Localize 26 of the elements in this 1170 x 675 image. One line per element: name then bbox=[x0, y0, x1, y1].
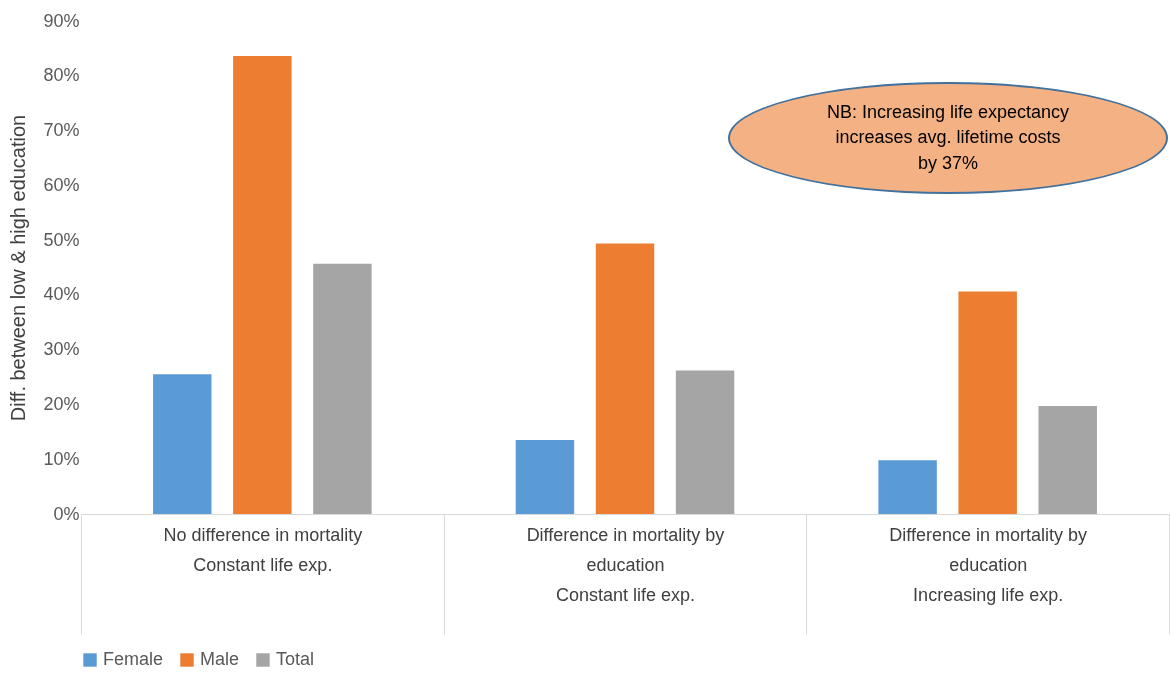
y-tick-label: 50% bbox=[43, 229, 80, 250]
bar bbox=[958, 291, 1017, 514]
y-tick-label: 20% bbox=[43, 393, 80, 414]
y-tick-label: 90% bbox=[43, 10, 80, 31]
legend-label: Female bbox=[103, 649, 164, 669]
bar bbox=[153, 374, 212, 514]
bar bbox=[878, 460, 937, 514]
y-axis-title: Diff. between low & high education bbox=[7, 114, 30, 422]
y-tick-label: 60% bbox=[43, 174, 80, 195]
y-tick-label: 40% bbox=[43, 284, 80, 305]
y-tick-label: 70% bbox=[43, 120, 80, 141]
y-tick-label: 30% bbox=[43, 339, 80, 360]
legend-label: Male bbox=[200, 649, 240, 669]
legend-label: Total bbox=[276, 649, 315, 669]
bar bbox=[595, 243, 655, 514]
x-tick-label: No difference in mortality Constant life exp. bbox=[163, 524, 363, 575]
bar bbox=[515, 440, 575, 514]
x-tick-label: Difference in mortality by education Constant life exp. bbox=[526, 524, 725, 605]
bar bbox=[675, 370, 735, 514]
bar bbox=[1038, 406, 1097, 514]
y-tick-label: 0% bbox=[53, 503, 80, 524]
bar bbox=[233, 56, 292, 514]
bar bbox=[313, 263, 372, 514]
x-tick-label: Difference in mortality by education Increasing life exp. bbox=[889, 524, 1088, 605]
y-tick-label: 80% bbox=[43, 65, 80, 86]
y-tick-label: 10% bbox=[43, 448, 80, 469]
